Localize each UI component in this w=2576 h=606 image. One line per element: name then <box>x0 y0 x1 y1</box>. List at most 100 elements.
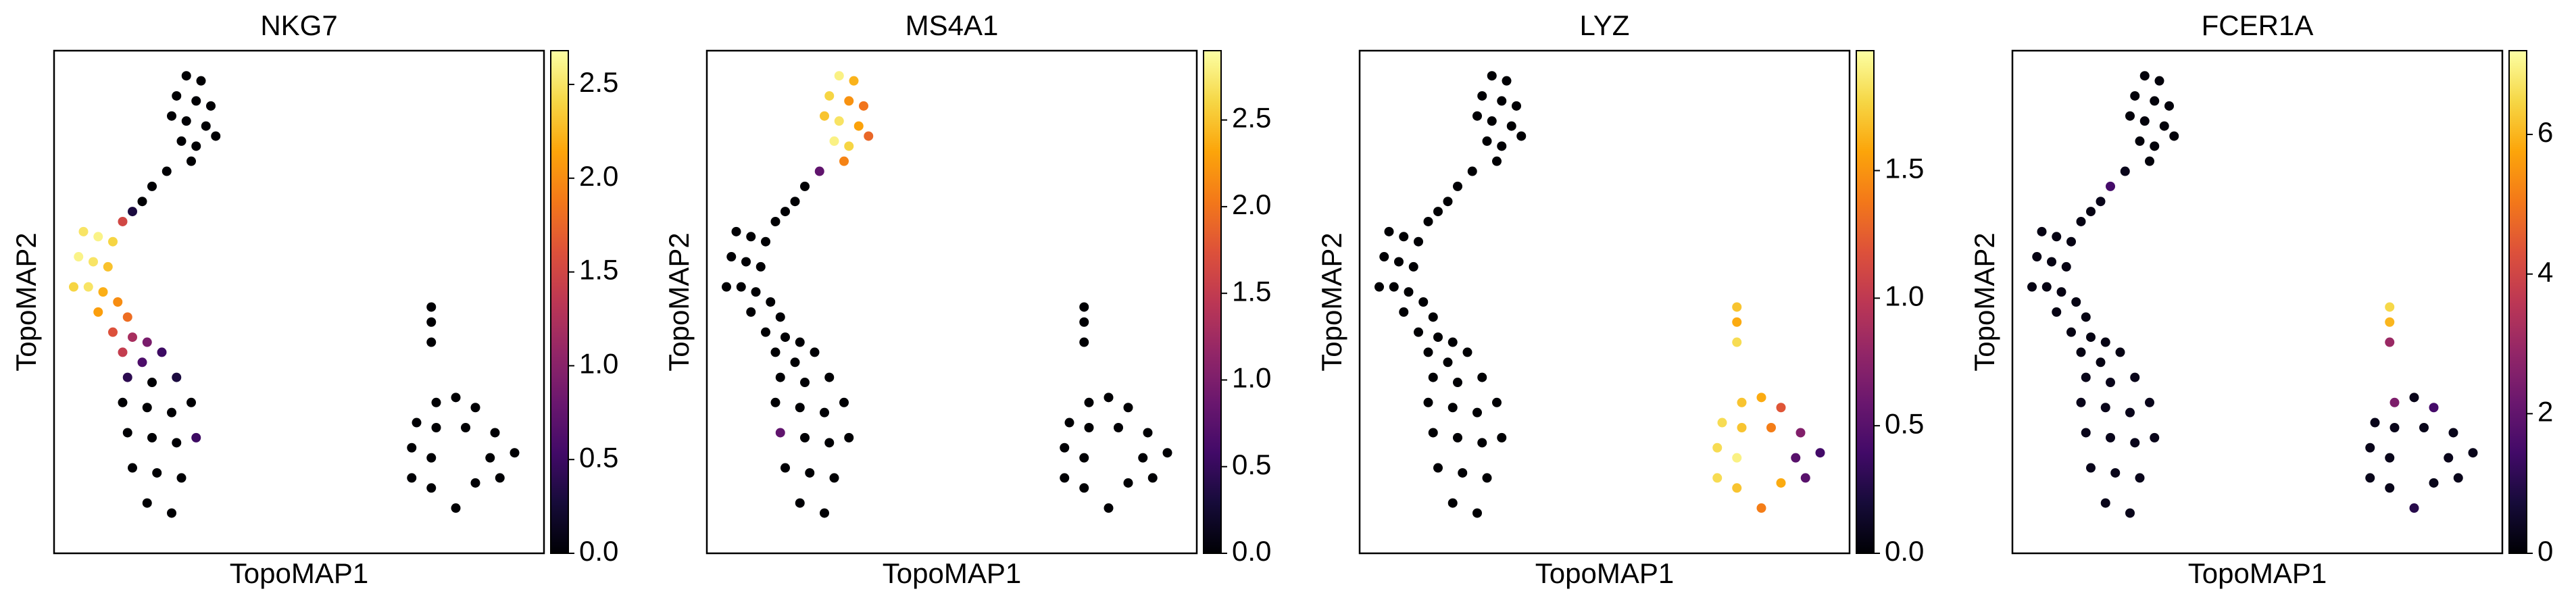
cell-point <box>1447 498 1458 508</box>
cell-point <box>2159 121 2169 131</box>
x-axis-label: TopoMAP1 <box>2188 557 2327 589</box>
cell-point <box>2100 403 2110 413</box>
cell-point <box>426 337 437 347</box>
cell-point <box>834 116 844 126</box>
cell-point <box>2444 453 2454 463</box>
cell-point <box>2106 378 2115 388</box>
cell-point <box>2139 116 2150 126</box>
cell-point <box>98 287 108 297</box>
cell-point <box>770 347 781 357</box>
cell-point <box>1712 473 1723 483</box>
cell-point <box>1423 216 1433 226</box>
cell-point <box>829 136 839 146</box>
cell-point <box>1428 372 1438 382</box>
colorbar-tick-label: 2.0 <box>1232 188 1271 220</box>
colorbar-tick-label: 2.5 <box>1232 102 1271 134</box>
cell-point <box>2419 423 2429 432</box>
cell-point <box>839 397 849 407</box>
colorbar-tick-label: 0.5 <box>1885 407 1924 439</box>
cell-point <box>746 232 756 242</box>
colorbar-tick-label: 1.0 <box>579 347 618 379</box>
cell-point <box>2365 473 2375 483</box>
cell-point <box>1497 141 1507 151</box>
cell-point <box>795 337 805 347</box>
y-axis-label: TopoMAP2 <box>1968 232 2000 371</box>
cell-point <box>1487 116 1497 126</box>
cell-point <box>2041 282 2052 292</box>
cell-point <box>761 236 770 247</box>
cell-point <box>2385 483 2395 493</box>
cell-point <box>1482 473 1492 483</box>
cell-point <box>2150 96 2160 106</box>
cell-point <box>2096 197 2106 207</box>
cell-point <box>1414 236 1423 247</box>
cell-point <box>2052 307 2062 317</box>
cell-point <box>1104 393 1114 403</box>
cell-point <box>1732 317 1742 327</box>
cell-point <box>2052 232 2062 242</box>
colorbar <box>550 50 569 554</box>
cell-point <box>1482 136 1492 146</box>
colorbar-tick-label: 0.5 <box>1232 449 1271 480</box>
cell-point <box>490 428 500 438</box>
cell-point <box>751 287 761 297</box>
cell-point <box>2385 453 2395 463</box>
cell-point <box>1079 453 1089 463</box>
cell-point <box>167 407 176 418</box>
cell-point <box>1447 403 1458 413</box>
cell-point <box>2385 337 2395 347</box>
cell-point <box>824 91 835 101</box>
cell-point <box>196 76 206 86</box>
cell-point <box>191 96 201 106</box>
cell-point <box>407 443 417 453</box>
cell-point <box>1162 448 1172 458</box>
cell-point <box>451 393 461 403</box>
cell-point <box>176 136 187 146</box>
cell-point <box>1064 418 1074 428</box>
cell-point <box>89 257 98 267</box>
cell-point <box>128 332 137 343</box>
cell-point <box>1477 438 1487 448</box>
panel-title: NKG7 <box>260 9 337 41</box>
cell-point <box>426 317 437 327</box>
cell-point <box>172 91 182 101</box>
cell-point <box>781 207 790 217</box>
colorbar <box>1856 50 1875 554</box>
x-axis-label: TopoMAP1 <box>230 557 368 589</box>
cell-point <box>800 432 810 443</box>
cell-point <box>1472 508 1482 518</box>
cell-point <box>820 407 829 418</box>
panel-title: MS4A1 <box>906 9 999 41</box>
cell-point <box>1104 503 1114 513</box>
cell-point <box>2076 216 2086 226</box>
cell-point <box>2110 468 2121 478</box>
cell-point <box>839 156 849 166</box>
cell-point <box>1776 403 1786 413</box>
cell-point <box>1147 473 1158 483</box>
colorbar-tick-label: 0.0 <box>1885 535 1924 567</box>
cell-point <box>2066 327 2076 337</box>
cell-point <box>122 428 132 438</box>
cell-point <box>1732 453 1742 463</box>
cell-point <box>2169 131 2179 141</box>
cell-point <box>2120 166 2130 176</box>
cell-point <box>1079 337 1089 347</box>
cell-point <box>2076 397 2086 407</box>
cell-point <box>1447 337 1458 347</box>
cell-point <box>128 463 137 473</box>
cell-point <box>736 282 746 292</box>
cell-point <box>1487 71 1497 81</box>
cell-point <box>2164 101 2174 111</box>
axes-frame <box>1358 49 1851 555</box>
cell-point <box>824 438 835 448</box>
cell-point <box>181 71 191 81</box>
cell-point <box>1453 181 1462 191</box>
cell-point <box>805 468 815 478</box>
cell-point <box>2125 111 2135 121</box>
cell-point <box>1492 397 1502 407</box>
cell-point <box>1060 443 1070 453</box>
cell-point <box>2066 236 2076 247</box>
cell-point <box>451 503 461 513</box>
cell-point <box>470 478 480 488</box>
cell-point <box>1506 121 1516 131</box>
